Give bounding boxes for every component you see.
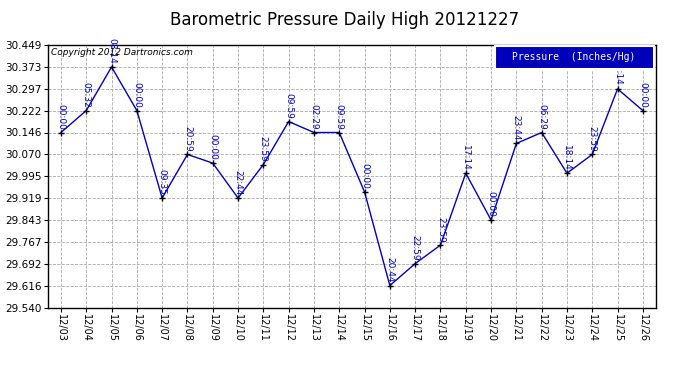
Text: Copyright 2012 Dartronics.com: Copyright 2012 Dartronics.com (51, 48, 193, 57)
Text: Barometric Pressure Daily High 20121227: Barometric Pressure Daily High 20121227 (170, 11, 520, 29)
Text: 23:59: 23:59 (259, 136, 268, 162)
Text: 20:59: 20:59 (183, 126, 192, 152)
Text: 00:00: 00:00 (486, 191, 495, 217)
Text: 20:44: 20:44 (385, 257, 395, 283)
Text: 18:14: 18:14 (613, 60, 622, 86)
Text: 23:59: 23:59 (588, 126, 597, 152)
Text: 05:32: 05:32 (81, 82, 91, 108)
Text: 17:14: 17:14 (461, 145, 471, 171)
Text: 23:59: 23:59 (436, 217, 445, 242)
Text: 09:59: 09:59 (284, 93, 293, 119)
Text: 22:59: 22:59 (411, 235, 420, 261)
Text: 00:00: 00:00 (132, 82, 141, 108)
Text: 22:44: 22:44 (233, 170, 243, 195)
Text: 00:00: 00:00 (638, 82, 647, 108)
Text: 18:14: 18:14 (562, 145, 571, 171)
Text: 08:14: 08:14 (107, 38, 116, 64)
Text: Pressure  (Inches/Hg): Pressure (Inches/Hg) (513, 53, 635, 63)
Text: 00:00: 00:00 (57, 104, 66, 130)
Text: 02:29: 02:29 (309, 104, 319, 130)
FancyBboxPatch shape (495, 46, 653, 69)
Text: 00:00: 00:00 (208, 135, 217, 160)
Text: 00:00: 00:00 (360, 164, 369, 189)
Text: 06:29: 06:29 (537, 104, 546, 130)
Text: 09:35: 09:35 (157, 170, 167, 195)
Text: 09:59: 09:59 (335, 104, 344, 130)
Text: 23:44: 23:44 (512, 115, 521, 141)
